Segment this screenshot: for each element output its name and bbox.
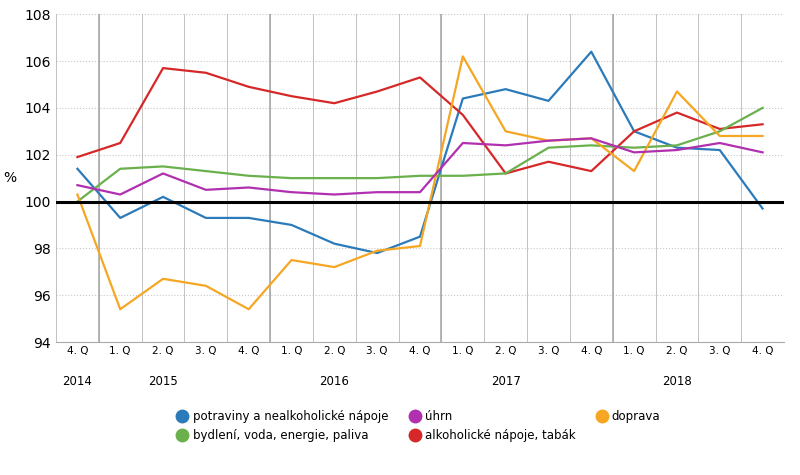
Text: 2015: 2015 bbox=[148, 375, 178, 389]
Text: 2014: 2014 bbox=[62, 375, 92, 389]
Text: 2017: 2017 bbox=[490, 375, 521, 389]
Legend: potraviny a nealkoholické nápoje, bydlení, voda, energie, paliva, úhrn, alkoholi: potraviny a nealkoholické nápoje, bydlen… bbox=[179, 410, 661, 442]
Text: 2018: 2018 bbox=[662, 375, 692, 389]
Text: 2016: 2016 bbox=[319, 375, 350, 389]
Y-axis label: %: % bbox=[3, 171, 17, 185]
